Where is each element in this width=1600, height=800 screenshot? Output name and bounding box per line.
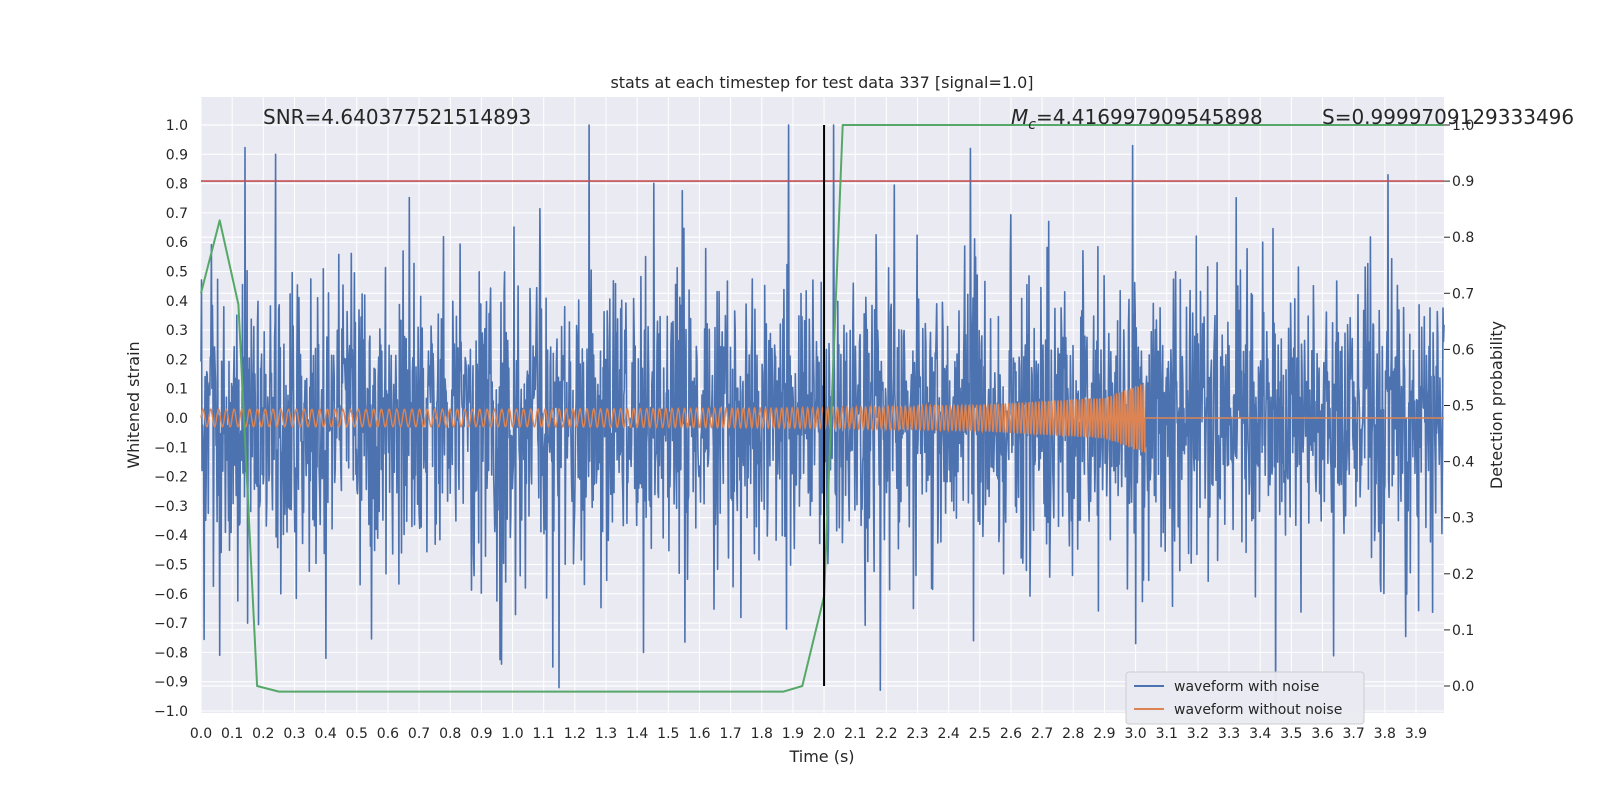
x-tick-label: 1.3 — [595, 726, 617, 742]
y-tick-label-right: 0.1 — [1452, 623, 1474, 639]
x-tick-label: 3.7 — [1343, 726, 1365, 742]
x-tick-label: 2.4 — [938, 726, 960, 742]
y-tick-label-left: −0.4 — [154, 528, 188, 544]
x-tick-label: 2.5 — [969, 726, 991, 742]
y-tick-label-left: 0.7 — [166, 206, 188, 222]
x-tick-label: 1.0 — [501, 726, 523, 742]
x-tick-label: 0.4 — [314, 726, 336, 742]
chart-title: stats at each timestep for test data 337… — [610, 73, 1033, 92]
y-tick-label-left: 0.3 — [166, 323, 188, 339]
x-tick-label: 2.0 — [813, 726, 835, 742]
x-tick-label: 2.2 — [875, 726, 897, 742]
snr-annotation: SNR=4.640377521514893 — [263, 105, 531, 129]
y-tick-label-left: −0.5 — [154, 558, 188, 574]
x-ticks: 0.0 0.1 0.2 0.3 0.4 0.5 0.6 0.7 0.8 0.9 1.0 1.1 1.2 1… — [190, 726, 1427, 742]
x-tick-label: 1.5 — [657, 726, 679, 742]
x-tick-label: 3.2 — [1187, 726, 1209, 742]
y-tick-label-left: 1.0 — [166, 118, 188, 134]
x-tick-label: 3.4 — [1249, 726, 1271, 742]
chirp-mass-value: =4.416997909545898 — [1036, 105, 1263, 129]
score-annotation: S=0.9999709129333496 — [1322, 105, 1574, 129]
x-tick-label: 0.8 — [439, 726, 461, 742]
x-tick-label: 3.8 — [1374, 726, 1396, 742]
x-tick-label: 2.6 — [1000, 726, 1022, 742]
y-tick-label-left: 0.4 — [166, 294, 188, 310]
x-tick-label: 0.2 — [252, 726, 274, 742]
y-tick-label-right: 0.4 — [1452, 455, 1474, 471]
x-tick-label: 0.6 — [377, 726, 399, 742]
x-tick-label: 3.0 — [1124, 726, 1146, 742]
x-tick-label: 2.7 — [1031, 726, 1053, 742]
legend-label-noise: waveform with noise — [1174, 679, 1319, 695]
y-tick-label-left: −0.2 — [154, 470, 188, 486]
x-tick-label: 1.2 — [564, 726, 586, 742]
y-tick-label-left: −0.3 — [154, 499, 188, 515]
x-tick-label: 0.9 — [470, 726, 492, 742]
x-tick-label: 0.1 — [221, 726, 243, 742]
x-tick-label: 2.3 — [906, 726, 928, 742]
y-tick-label-right: 0.0 — [1452, 679, 1474, 695]
series-waveform-without-noise — [200, 383, 1444, 453]
x-tick-label: 0.5 — [346, 726, 368, 742]
chirp-mass-subscript: c — [1028, 117, 1036, 133]
x-tick-label: 3.5 — [1280, 726, 1302, 742]
y-tick-label-left: 0.9 — [166, 147, 188, 163]
y-tick-label-left: −0.6 — [154, 587, 188, 603]
y-axis-label-right: Detection probability — [1487, 321, 1506, 489]
x-tick-label: 1.6 — [688, 726, 710, 742]
y-tick-label-right: 0.9 — [1452, 174, 1474, 190]
series-detection-probability — [200, 124, 1444, 693]
y-tick-label-left: 0.1 — [166, 382, 188, 398]
chirp-mass-annotation: Mc=4.416997909545898 — [1011, 105, 1263, 133]
x-tick-label: 2.8 — [1062, 726, 1084, 742]
x-tick-label: 0.3 — [283, 726, 305, 742]
x-axis-label: Time (s) — [788, 747, 854, 766]
series-layer — [200, 124, 1445, 712]
x-tick-label: 3.6 — [1311, 726, 1333, 742]
series-waveform-with-noise — [200, 124, 1445, 712]
y-axis-label-left: Whitened strain — [124, 341, 143, 468]
y-ticks-right: 1.0 0.9 0.8 0.7 0.6 0.5 0.4 0.3 0.2 0.1 0.0 — [1444, 118, 1474, 695]
x-tick-label: 3.3 — [1218, 726, 1240, 742]
y-tick-label-left: −0.8 — [154, 645, 188, 661]
y-tick-label-right: 0.7 — [1452, 286, 1474, 302]
x-tick-label: 0.7 — [408, 726, 430, 742]
x-tick-label: 0.0 — [190, 726, 212, 742]
x-tick-label: 1.7 — [719, 726, 741, 742]
legend-box — [1125, 671, 1365, 725]
y-tick-label-left: −0.7 — [154, 616, 188, 632]
x-tick-label: 1.9 — [782, 726, 804, 742]
x-tick-label: 1.8 — [751, 726, 773, 742]
y-tick-label-left: 0.6 — [166, 235, 188, 251]
y-tick-label-right: 0.5 — [1452, 399, 1474, 415]
y-tick-label-left: 0.2 — [166, 352, 188, 368]
y-tick-label-left: 0.5 — [166, 265, 188, 281]
y-tick-label-right: 0.6 — [1452, 342, 1474, 358]
y-tick-label-left: −1.0 — [154, 704, 188, 720]
x-tick-label: 2.1 — [844, 726, 866, 742]
y-ticks-left: 1.0 0.9 0.8 0.7 0.6 0.5 0.4 0.3 0.2 0.1 0.0 −0.1 −0.… — [154, 118, 188, 720]
y-tick-label-left: −0.1 — [154, 440, 188, 456]
y-tick-label-left: 0.8 — [166, 177, 188, 193]
x-tick-label: 3.9 — [1405, 726, 1427, 742]
x-tick-label: 3.1 — [1156, 726, 1178, 742]
y-tick-label-left: 0.0 — [166, 411, 188, 427]
legend: waveform with noise waveform without noi… — [1125, 671, 1365, 725]
y-tick-label-right: 1.0 — [1452, 118, 1474, 134]
x-tick-label: 1.1 — [533, 726, 555, 742]
y-tick-label-right: 0.3 — [1452, 511, 1474, 527]
y-tick-label-right: 0.8 — [1452, 230, 1474, 246]
x-tick-label: 2.9 — [1093, 726, 1115, 742]
chirp-mass-symbol: M — [1011, 105, 1028, 129]
y-tick-label-right: 0.2 — [1452, 567, 1474, 583]
x-tick-label: 1.4 — [626, 726, 648, 742]
legend-label-clean: waveform without noise — [1174, 702, 1342, 718]
y-tick-label-left: −0.9 — [154, 675, 188, 691]
